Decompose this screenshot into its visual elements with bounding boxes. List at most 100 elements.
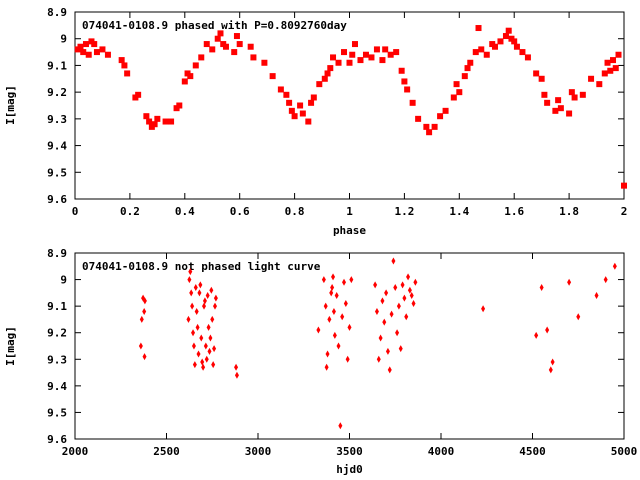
- data-point: [393, 49, 400, 56]
- data-point: [143, 113, 150, 120]
- data-point: [393, 284, 398, 292]
- data-point: [343, 299, 348, 307]
- data-point: [610, 57, 617, 64]
- data-point: [335, 59, 342, 66]
- data-point: [299, 110, 306, 117]
- data-point: [567, 278, 572, 286]
- x-tick-label: 1.4: [449, 205, 469, 218]
- data-point: [519, 49, 526, 56]
- data-point: [603, 276, 608, 284]
- data-point: [213, 294, 218, 302]
- data-point: [291, 113, 298, 120]
- data-point: [99, 46, 106, 53]
- data-point: [374, 307, 379, 315]
- data-point: [568, 89, 575, 96]
- y-tick-label: 9.3: [47, 113, 67, 126]
- y-tick-label: 9: [60, 33, 67, 46]
- data-point: [212, 302, 217, 310]
- data-point: [151, 121, 158, 128]
- data-point: [308, 99, 315, 106]
- data-point: [615, 51, 622, 58]
- data-point: [475, 25, 482, 32]
- x-tick-label: 2000: [62, 445, 89, 458]
- x-tick-label: 0.2: [120, 205, 140, 218]
- data-point: [77, 43, 84, 50]
- data-point: [154, 115, 161, 122]
- data-point: [234, 371, 239, 379]
- data-point: [541, 91, 548, 98]
- data-point: [400, 281, 405, 289]
- x-tick-label: 1: [346, 205, 353, 218]
- data-point: [342, 278, 347, 286]
- data-point: [336, 342, 341, 350]
- data-point: [596, 81, 603, 88]
- data-point: [203, 41, 210, 48]
- data-point: [331, 307, 336, 315]
- data-point: [332, 331, 337, 339]
- data-point: [202, 302, 207, 310]
- data-point: [376, 355, 381, 363]
- data-point: [461, 73, 468, 80]
- data-point: [316, 81, 323, 88]
- data-point: [571, 94, 578, 101]
- data-point: [505, 27, 512, 34]
- data-point: [497, 38, 504, 45]
- y-axis-label: I[mag]: [4, 326, 17, 366]
- data-point: [205, 292, 210, 300]
- data-point: [93, 49, 100, 56]
- data-point: [202, 297, 207, 305]
- data-point: [579, 91, 586, 98]
- data-point: [346, 59, 353, 66]
- data-point: [545, 326, 550, 334]
- y-tick-label: 8.9: [47, 6, 67, 19]
- data-point: [277, 86, 284, 93]
- data-point: [407, 286, 412, 294]
- data-point: [104, 51, 111, 58]
- data-point: [391, 257, 396, 265]
- data-point: [404, 313, 409, 321]
- data-point: [426, 129, 433, 136]
- data-point: [288, 107, 295, 114]
- data-point: [305, 118, 312, 125]
- data-point: [209, 286, 214, 294]
- data-point: [621, 182, 627, 189]
- data-point: [142, 353, 147, 361]
- data-point: [341, 49, 348, 56]
- data-point: [176, 102, 183, 109]
- data-point: [576, 313, 581, 321]
- data-point: [442, 107, 449, 114]
- y-tick-label: 9: [60, 274, 67, 287]
- data-point: [406, 273, 411, 281]
- data-point: [82, 41, 89, 48]
- chart-title: 074041-0108.9 not phased light curve: [82, 260, 321, 273]
- data-point: [198, 54, 205, 61]
- data-point: [196, 350, 201, 358]
- data-point: [316, 326, 321, 334]
- data-point: [323, 302, 328, 310]
- data-point: [250, 54, 257, 61]
- data-point: [91, 41, 98, 48]
- data-point: [146, 118, 153, 125]
- data-point: [384, 289, 389, 297]
- data-point: [456, 89, 463, 96]
- data-point: [351, 41, 358, 48]
- data-point: [478, 46, 485, 53]
- data-point: [409, 292, 414, 300]
- x-tick-label: 1.8: [559, 205, 579, 218]
- x-tick-label: 3500: [336, 445, 363, 458]
- data-point: [138, 342, 143, 350]
- data-point: [189, 289, 194, 297]
- data-point: [331, 273, 336, 281]
- data-point: [324, 363, 329, 371]
- data-point: [188, 268, 193, 276]
- data-point: [398, 345, 403, 353]
- data-point: [513, 43, 520, 50]
- data-point: [552, 107, 559, 114]
- data-point: [481, 305, 486, 313]
- data-point: [234, 363, 239, 371]
- data-point: [467, 59, 474, 66]
- y-tick-label: 9.5: [47, 166, 67, 179]
- data-point: [286, 99, 293, 106]
- data-point: [247, 43, 254, 50]
- data-point: [310, 94, 317, 101]
